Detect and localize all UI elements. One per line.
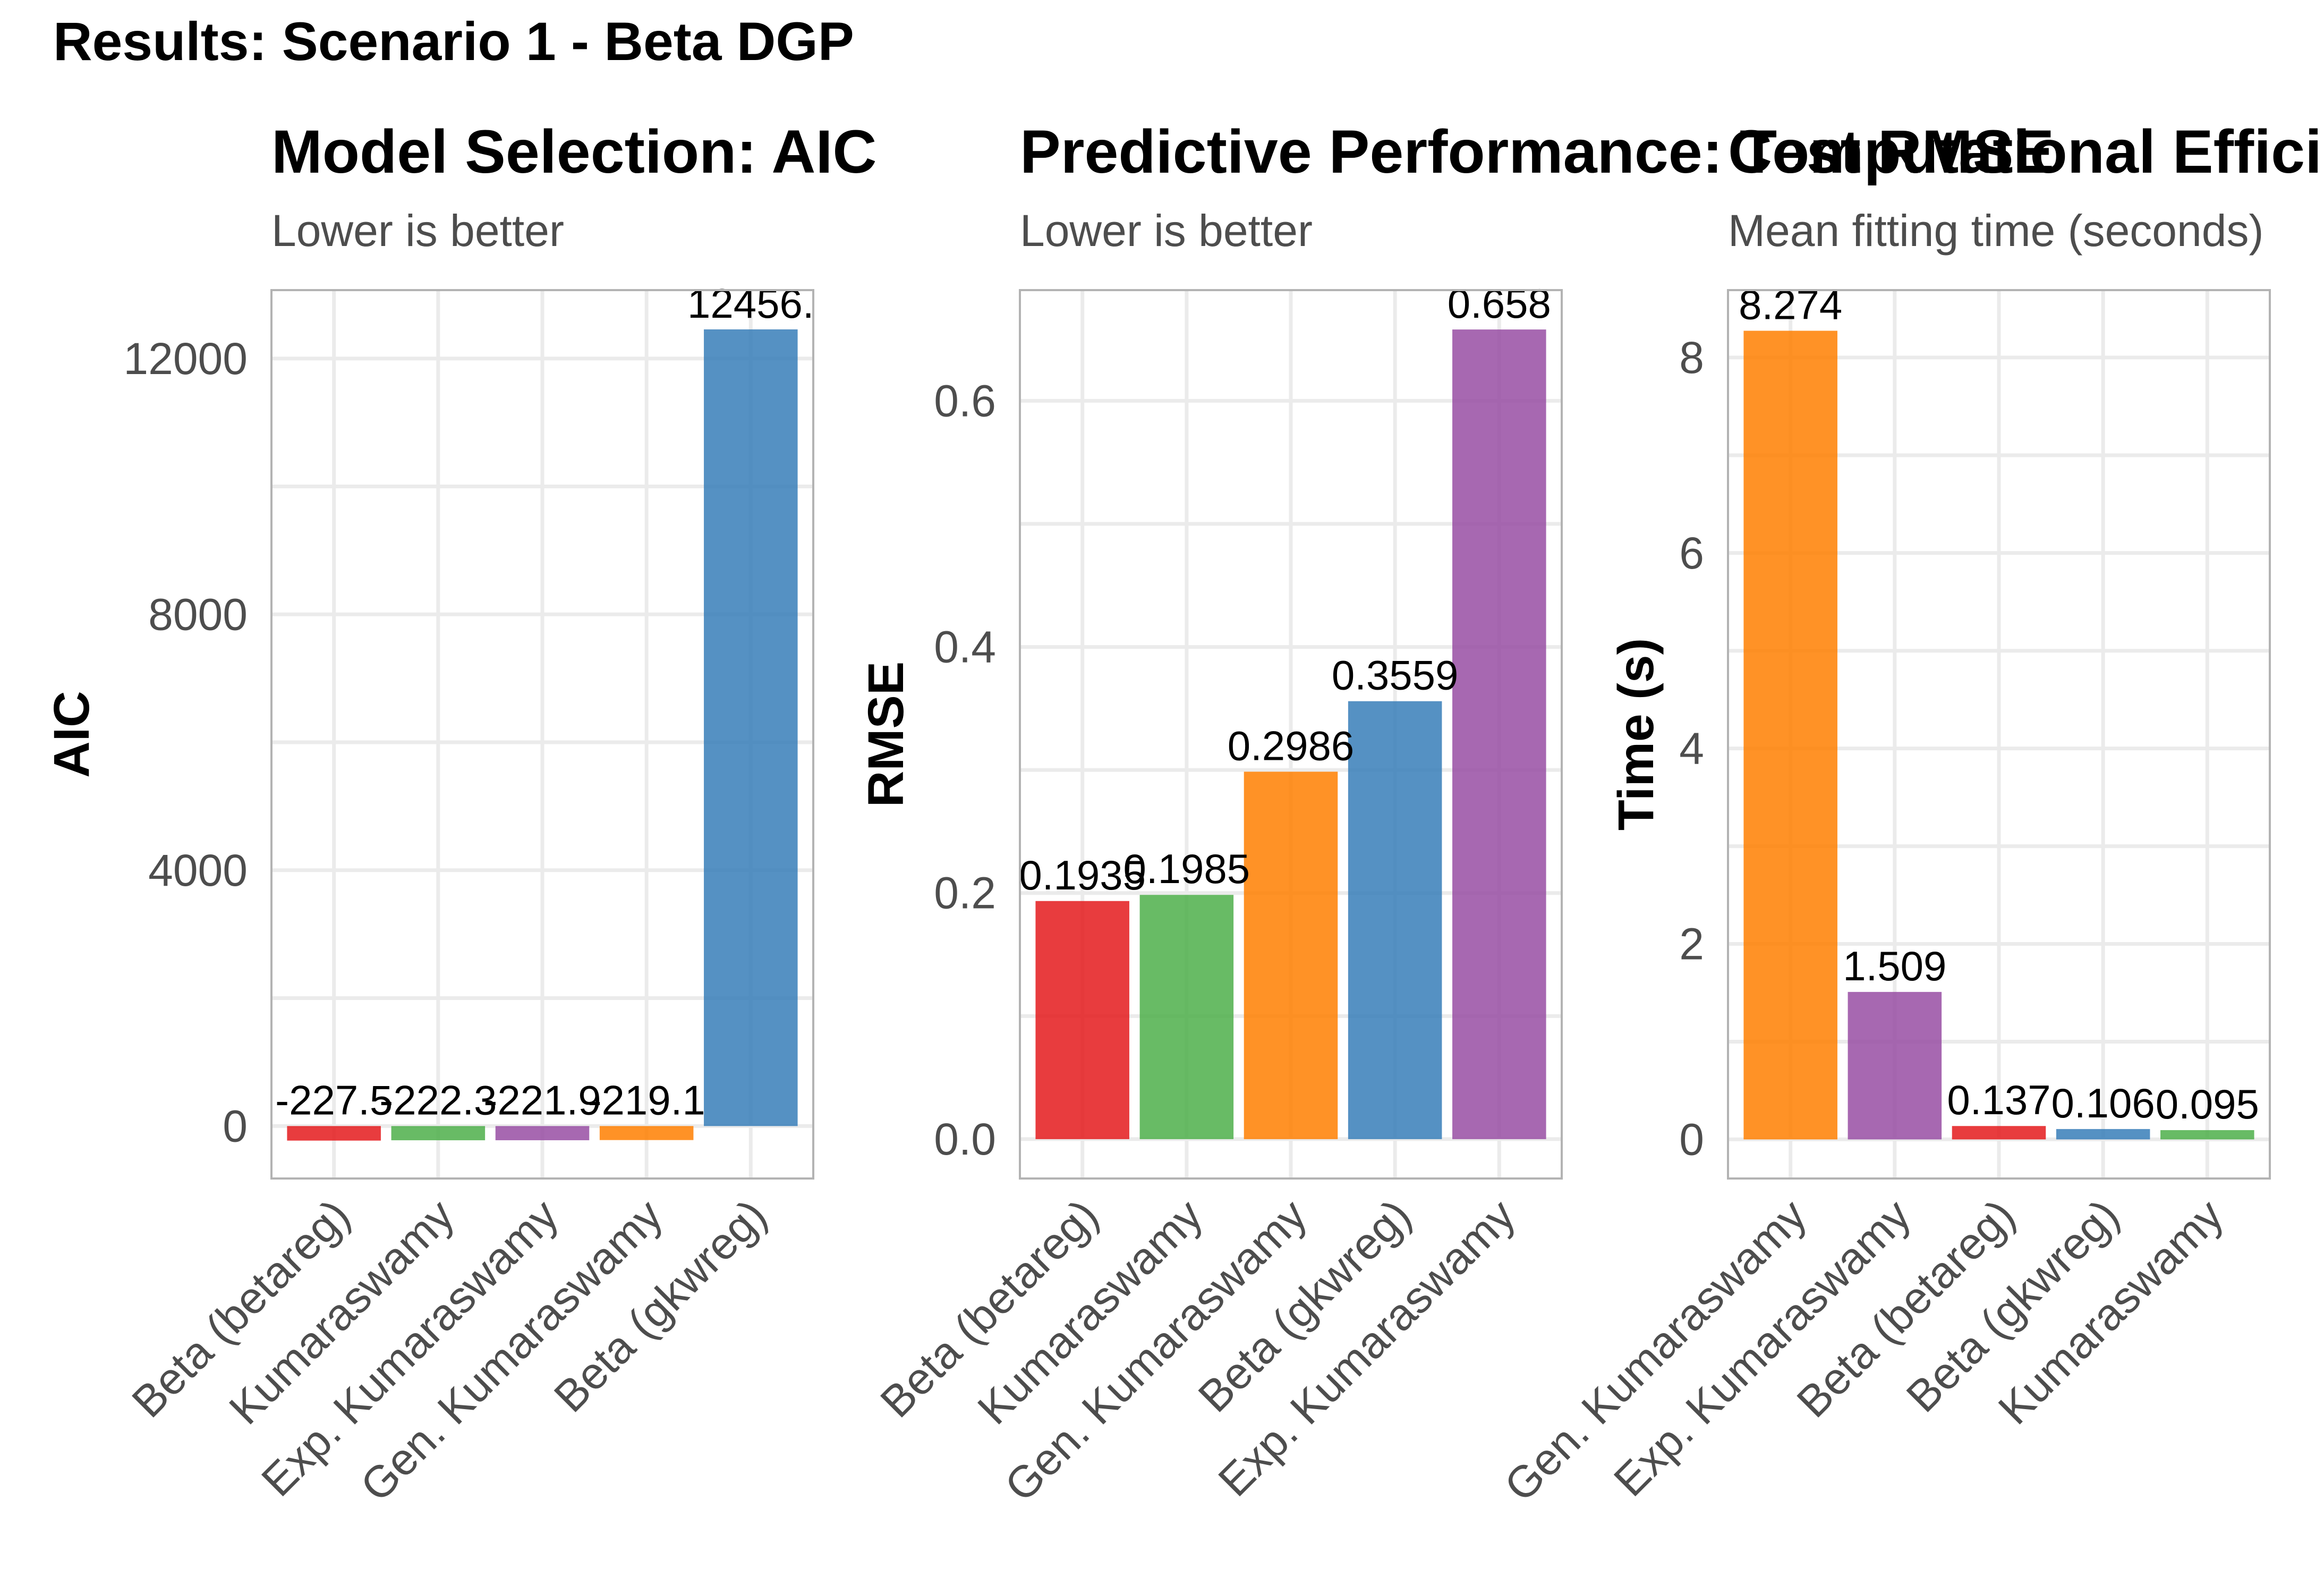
bar-exp-kumaraswamy [495,1126,590,1141]
y-tick-label: 0 [223,1101,248,1151]
data-label: -219.1 [588,1076,705,1123]
y-tick-label: 0.4 [934,622,996,672]
data-label: -227.5 [275,1076,393,1123]
bar-beta-gkwreg [2056,1129,2150,1140]
y-tick-label: 0.0 [934,1114,996,1164]
panel-subtitle: Lower is better [1020,206,1313,256]
panel-border [270,289,814,1180]
y-tick-label: 4 [1679,724,1704,774]
bar-beta-gkwreg [1348,701,1442,1139]
bar-beta-betareg [1952,1126,2046,1140]
data-label: 1.509 [1843,943,1946,989]
bar-beta-betareg [287,1126,381,1141]
panel-subtitle: Lower is better [271,206,564,256]
y-tick-labels: 0 4000 8000 12000 [123,334,248,1151]
panel-border [1727,289,2271,1180]
bar-gen-kumaraswamy [1244,771,1338,1139]
bar-exp-kumaraswamy [1452,329,1546,1139]
bar-beta-gkwreg [704,329,798,1126]
y-tick-label: 8000 [148,589,248,639]
data-label: 0.2986 [1228,722,1355,769]
data-label: 0.095 [2156,1081,2259,1127]
y-axis-label: AIC [44,691,100,778]
panel-title: Model Selection: AIC [271,118,876,186]
panel-subtitle: Mean fitting time (seconds) [1728,206,2263,256]
panel-1: Model Selection: AIC Lower is better -227.… [44,118,876,1511]
data-label: -221.9 [483,1076,601,1123]
y-tick-label: 4000 [148,845,248,895]
y-tick-label: 0.2 [934,868,996,918]
panel-3: Computational Efficiency Mean fitting tim… [1495,118,2324,1511]
y-tick-labels: 0 2 4 6 8 [1679,333,1704,1165]
data-labels: -227.5-222.3-221.9-219.1 12456. [275,280,814,1123]
data-label: 0.658 [1448,280,1551,327]
y-tick-label: 6 [1679,528,1704,578]
bar-kumaraswamy [2160,1130,2254,1140]
y-tick-label: 2 [1679,919,1704,969]
data-label: 0.1985 [1123,845,1250,892]
panel-title: Computational Efficiency [1728,118,2324,186]
bar-gen-kumaraswamy [1743,330,1837,1140]
bar-kumaraswamy [391,1126,486,1141]
data-label: 0.1935 [1019,852,1146,898]
bars [287,329,798,1141]
bar-beta-betareg [1035,901,1129,1139]
panel-border [1019,289,1563,1180]
panel-title: Predictive Performance: Test RMSE [1020,118,2054,186]
y-tick-label: 12000 [123,334,248,384]
data-label: -222.3 [379,1076,497,1123]
y-axis-label: RMSE [858,662,914,807]
y-tick-label: 0.6 [934,376,996,426]
data-label: 0.137 [1947,1076,2050,1123]
bar-exp-kumaraswamy [1848,991,1942,1140]
panel-2: Predictive Performance: Test RMSE Lower i… [858,118,2054,1511]
figure-title: Results: Scenario 1 - Beta DGP [53,11,854,72]
data-label: 0.106 [2051,1080,2155,1126]
y-tick-label: 8 [1679,333,1704,383]
y-axis-label: Time (s) [1608,638,1664,831]
data-label: 8.274 [1739,282,1842,328]
bars [1743,330,2254,1140]
bar-gen-kumaraswamy [599,1126,694,1140]
y-tick-labels: 0.0 0.2 0.4 0.6 [934,376,996,1164]
bars [1035,329,1546,1139]
y-tick-label: 0 [1679,1114,1704,1164]
data-label: 12456. [687,280,814,327]
data-label: 0.3559 [1332,652,1459,699]
bar-kumaraswamy [1139,895,1234,1139]
